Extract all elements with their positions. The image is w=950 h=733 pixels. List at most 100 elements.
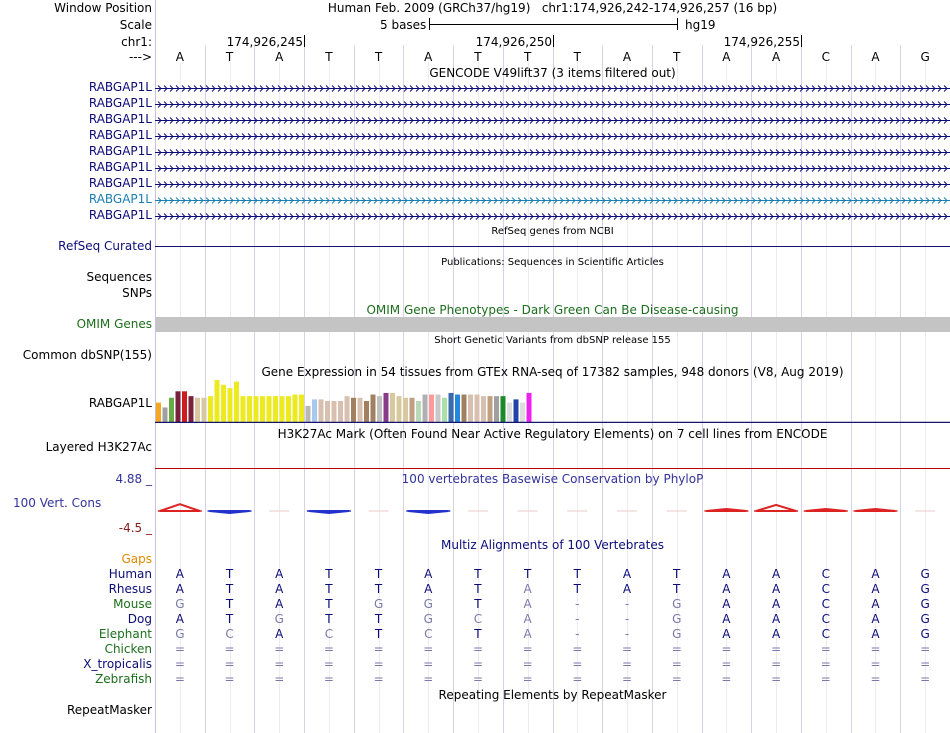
gencode-gene-label[interactable]: RABGAP1L [88,96,152,110]
gtex-tissue-bar[interactable] [156,402,161,422]
gtex-tissue-bar[interactable] [370,394,376,422]
multiz-species-label[interactable]: Rhesus [108,582,152,596]
gtex-tissue-bar[interactable] [377,396,382,422]
gtex-tissue-bar[interactable] [344,396,350,422]
gtex-tissue-bar[interactable] [331,401,337,422]
gtex-tissue-bar[interactable] [422,394,428,422]
gencode-transcript[interactable] [155,192,950,208]
conservation-chart[interactable] [155,496,950,522]
gencode-gene-label[interactable]: RABGAP1L [88,144,152,158]
gencode-gene-label[interactable]: RABGAP1L [88,112,152,126]
multiz-species-label[interactable]: Dog [127,612,152,626]
gencode-transcript[interactable] [155,208,950,224]
gtex-tissue-bar[interactable] [396,396,402,422]
gtex-tissue-bar[interactable] [461,394,467,422]
gtex-tissue-bar[interactable] [513,399,519,422]
gtex-tissue-bar[interactable] [357,397,363,422]
gtex-tissue-bar[interactable] [221,384,226,422]
gtex-tissue-bar[interactable] [416,401,421,422]
gtex-tissue-bar[interactable] [429,394,434,422]
gtex-tissue-bar[interactable] [409,397,415,422]
publications-snps-label[interactable]: SNPs [122,286,152,300]
omim-label[interactable]: OMIM Genes [76,317,152,331]
gtex-tissue-bar[interactable] [182,391,187,422]
gtex-tissue-bar[interactable] [201,397,207,422]
gencode-transcript[interactable] [155,144,950,160]
gtex-tissue-bar[interactable] [195,397,200,422]
gencode-gene-label[interactable]: RABGAP1L [88,128,152,142]
gencode-gene-label[interactable]: RABGAP1L [88,160,152,174]
gtex-bar-chart[interactable] [155,378,950,423]
gtex-tissue-bar[interactable] [318,399,324,422]
gtex-tissue-bar[interactable] [234,381,239,422]
gencode-gene-label[interactable]: RABGAP1L [88,208,152,222]
gtex-tissue-bar[interactable] [481,396,486,422]
gtex-tissue-bar[interactable] [520,402,525,422]
gtex-tissue-bar[interactable] [487,396,493,422]
gtex-tissue-bar[interactable] [299,394,304,422]
gtex-tissue-bar[interactable] [351,397,356,422]
gtex-tissue-bar[interactable] [188,396,194,422]
gtex-tissue-bar[interactable] [442,397,447,422]
gtex-tissue-bar[interactable] [286,396,291,422]
gencode-transcript[interactable] [155,128,950,144]
gtex-tissue-bar[interactable] [448,392,454,422]
gtex-tissue-bar[interactable] [169,397,174,422]
gencode-gene-label[interactable]: RABGAP1L [88,176,152,190]
gtex-tissue-bar[interactable] [208,396,213,422]
h3k27ac-label[interactable]: Layered H3K27Ac [45,440,152,454]
refseq-label[interactable]: RefSeq Curated [58,239,152,253]
publications-sequences-label[interactable]: Sequences [86,270,152,284]
gtex-tissue-bar[interactable] [474,394,480,422]
gencode-transcript[interactable] [155,112,950,128]
gtex-tissue-bar[interactable] [364,401,369,422]
gtex-tissue-bar[interactable] [312,399,317,422]
gtex-tissue-bar[interactable] [292,394,298,422]
multiz-species-label[interactable]: Chicken [104,642,152,656]
gtex-tissue-bar[interactable] [266,396,272,422]
gtex-tissue-bar[interactable] [279,396,285,422]
gtex-tissue-bar[interactable] [507,402,512,422]
gtex-tissue-bar[interactable] [305,405,311,422]
multiz-species-label[interactable]: Elephant [98,627,152,641]
strand-arrow [931,133,936,140]
repeatmasker-label[interactable]: RepeatMasker [66,703,152,717]
gtex-tissue-bar[interactable] [526,392,532,422]
gencode-transcript[interactable] [155,96,950,112]
gtex-tissue-bar[interactable] [175,391,181,422]
gtex-tissue-bar[interactable] [500,396,506,422]
conservation-label[interactable]: 100 Vert. Cons [13,496,102,510]
assembly-position-text[interactable]: Human Feb. 2009 (GRCh37/hg19) chr1:174,9… [327,1,778,15]
gencode-transcript[interactable] [155,160,950,176]
dbsnp-label[interactable]: Common dbSNP(155) [22,348,152,362]
gtex-tissue-bar[interactable] [247,396,252,422]
multiz-species-label[interactable]: Mouse [113,597,152,611]
multiz-species-label[interactable]: X_tropicalis [83,657,152,671]
gtex-tissue-bar[interactable] [390,392,395,422]
gtex-tissue-bar[interactable] [162,407,168,422]
gtex-tissue-bar[interactable] [435,394,441,422]
gtex-tissue-bar[interactable] [403,397,408,422]
gencode-transcript[interactable] [155,176,950,192]
gtex-tissue-bar[interactable] [227,388,233,422]
omim-bar[interactable] [156,317,950,332]
multiz-gaps-label[interactable]: Gaps [121,552,152,566]
gtex-tissue-bar[interactable] [383,392,389,422]
gtex-tissue-bar[interactable] [325,401,330,422]
refseq-line[interactable] [155,246,950,247]
gtex-tissue-bar[interactable] [455,394,460,422]
gencode-gene-label[interactable]: RABGAP1L [88,192,152,206]
gtex-tissue-bar[interactable] [253,396,259,422]
multiz-species-label[interactable]: Zebrafish [95,672,152,686]
gencode-gene-label[interactable]: RABGAP1L [88,80,152,94]
gtex-tissue-bar[interactable] [260,396,265,422]
gtex-label[interactable]: RABGAP1L [88,396,152,410]
gtex-tissue-bar[interactable] [240,396,246,422]
gtex-tissue-bar[interactable] [494,396,499,422]
multiz-species-label[interactable]: Human [108,567,152,581]
gtex-tissue-bar[interactable] [468,394,473,422]
gtex-tissue-bar[interactable] [338,401,343,422]
gtex-tissue-bar[interactable] [273,396,278,422]
gencode-transcript[interactable] [155,80,950,96]
gtex-tissue-bar[interactable] [214,380,220,422]
